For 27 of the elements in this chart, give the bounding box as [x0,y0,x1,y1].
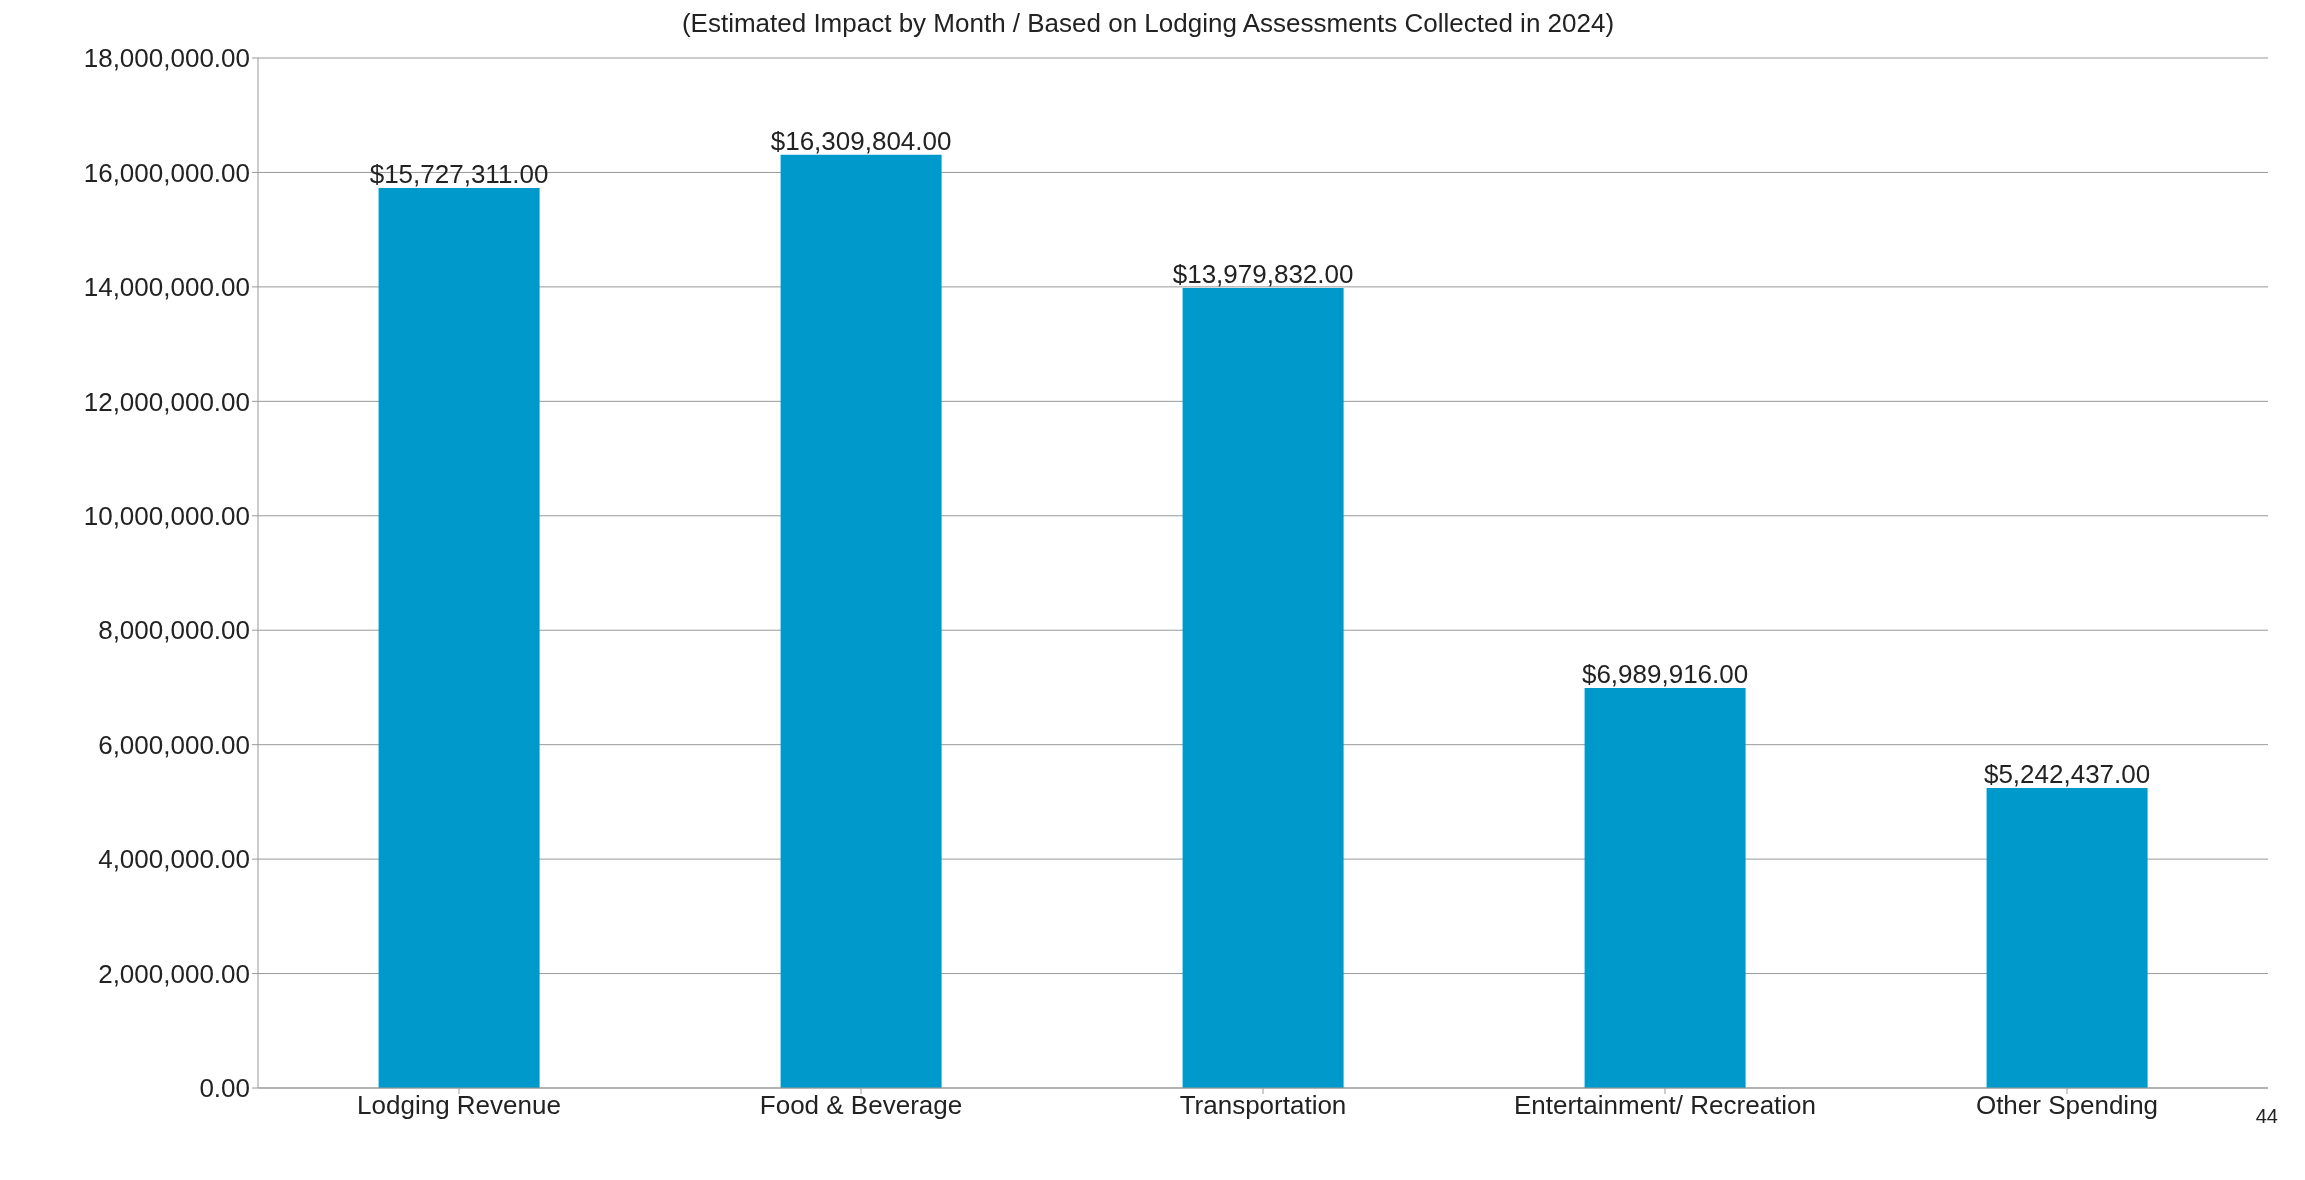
y-tick-label: 16,000,000.00 [83,157,250,188]
data-label: $15,727,311.00 [369,159,549,190]
data-label: $13,979,832.00 [1172,259,1354,290]
y-tick-label: 12,000,000.00 [83,386,250,417]
bar [1986,788,2148,1088]
bar [1182,288,1344,1088]
y-tick-label: 4,000,000.00 [98,844,250,875]
text: 44 [2255,1105,2278,1128]
y-tick-label: 14,000,000.00 [83,272,250,303]
y-tick-label: 0.00 [199,1073,250,1104]
y-tick-label: 2,000,000.00 [98,958,250,989]
y-tick-label: 18,000,000.00 [83,43,250,74]
data-label: $5,242,437.00 [1983,759,2151,790]
x-tick-label: Transportation [1179,1090,1347,1121]
data-label: $6,989,916.00 [1581,659,1749,690]
y-tick-label: 6,000,000.00 [98,729,250,760]
y-tick-label: 8,000,000.00 [98,615,250,646]
x-tick-label: Other Spending [1975,1090,2159,1121]
x-tick-label: Food & Beverage [759,1090,963,1121]
bar [378,188,540,1088]
x-tick-label: Lodging Revenue [357,1090,561,1121]
bar [780,154,942,1088]
chart-subtitle: (Estimated Impact by Month / Based on Lodging Assessments Collected in 2024) [680,8,1616,39]
x-tick-label: Entertainment/ Recreation [1513,1090,1817,1121]
data-label: $16,309,804.00 [770,125,952,156]
bar [1584,688,1746,1088]
y-tick-label: 10,000,000.00 [83,501,250,532]
